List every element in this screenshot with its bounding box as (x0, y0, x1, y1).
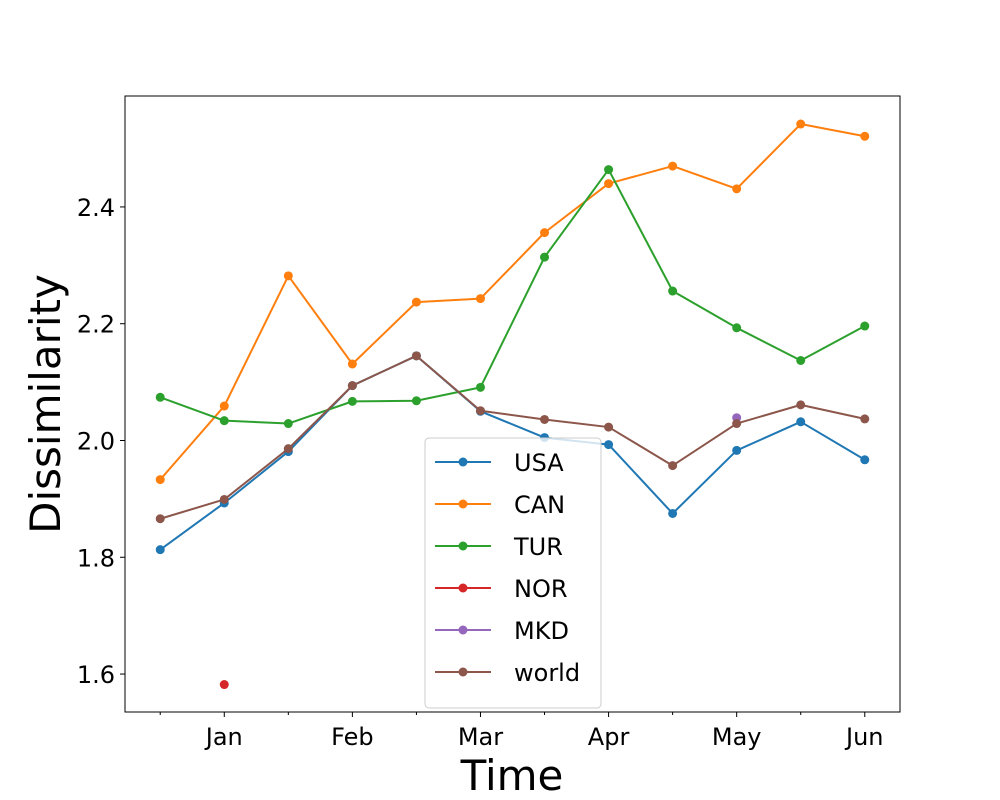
legend-marker (458, 457, 468, 467)
data-point (604, 179, 614, 189)
series-line (159, 168, 866, 425)
series-line (159, 354, 866, 551)
y-tick-label: 2.0 (77, 427, 115, 455)
legend-item-usa: USA (435, 449, 564, 477)
series-nor (219, 680, 229, 690)
legend: USA CAN TUR NOR MKD world (424, 437, 602, 709)
series-line (159, 123, 865, 481)
legend-item-nor: NOR (435, 575, 568, 603)
x-tick-label: Jun (844, 723, 884, 751)
data-point (411, 396, 421, 406)
x-tick-label: Apr (588, 723, 630, 751)
data-point (540, 228, 550, 238)
legend-marker (458, 625, 468, 635)
legend-item-mkd: MKD (435, 617, 569, 645)
legend-label: world (514, 659, 580, 687)
data-point (540, 252, 550, 262)
legend-label: TUR (513, 533, 563, 561)
data-point (860, 414, 870, 424)
data-point (347, 359, 357, 369)
data-point (604, 165, 614, 175)
legend-marker (458, 541, 468, 551)
data-point (219, 416, 229, 426)
x-axis-label: Time (460, 751, 564, 800)
data-point (796, 417, 806, 427)
data-point (860, 455, 870, 465)
series-world (155, 351, 870, 524)
legend-marker (458, 667, 468, 677)
data-point (155, 475, 165, 485)
data-point (668, 508, 678, 518)
data-point (860, 131, 870, 141)
data-point (796, 400, 806, 410)
data-point (540, 414, 550, 424)
data-point (796, 119, 806, 129)
data-point (732, 323, 742, 333)
legend-item-world: world (435, 659, 580, 687)
legend-label: NOR (514, 575, 568, 603)
series-tur (155, 165, 870, 429)
y-tick-label: 2.2 (77, 311, 115, 339)
series-layer (155, 119, 870, 690)
legend-label: USA (514, 449, 564, 477)
x-tick-label: Mar (458, 723, 503, 751)
data-point (732, 419, 742, 429)
data-point (475, 294, 485, 304)
legend-label: MKD (514, 617, 569, 645)
x-tick-label: Feb (331, 723, 374, 751)
data-point (796, 356, 806, 366)
legend-frame (424, 437, 602, 709)
data-point (860, 321, 870, 331)
legend-marker (458, 499, 468, 509)
data-point (604, 440, 614, 450)
data-point (411, 297, 421, 307)
y-axis: 1.6 1.8 2.0 2.2 2.4 (77, 194, 125, 689)
x-tick-label: Jan (204, 723, 243, 751)
y-tick-label: 2.4 (77, 194, 115, 222)
data-point (475, 382, 485, 392)
x-axis: Jan Feb Mar Apr May Jun (159, 712, 884, 751)
series-can (155, 119, 870, 485)
legend-item-tur: TUR (435, 533, 563, 561)
legend-label: CAN (514, 491, 565, 519)
x-tick-label: May (712, 723, 762, 751)
y-tick-label: 1.6 (77, 661, 115, 689)
y-axis-label: Dissimilarity (21, 274, 70, 534)
data-point (668, 461, 678, 471)
data-point (283, 419, 293, 429)
data-point (155, 545, 165, 555)
data-point (411, 351, 421, 361)
data-point (347, 381, 357, 391)
series-line (159, 354, 865, 520)
legend-item-can: CAN (435, 491, 565, 519)
data-point (219, 401, 229, 411)
data-point (283, 444, 293, 454)
y-tick-label: 1.8 (77, 544, 115, 572)
data-point (347, 396, 357, 406)
data-point (219, 680, 229, 690)
data-point (668, 286, 678, 296)
data-point (283, 271, 293, 281)
data-point (155, 514, 165, 524)
legend-marker (458, 583, 468, 593)
data-point (668, 161, 678, 171)
data-point (475, 406, 485, 416)
data-point (604, 422, 614, 432)
data-point (732, 445, 742, 455)
data-point (219, 494, 229, 504)
data-point (732, 184, 742, 194)
data-point (155, 392, 165, 402)
